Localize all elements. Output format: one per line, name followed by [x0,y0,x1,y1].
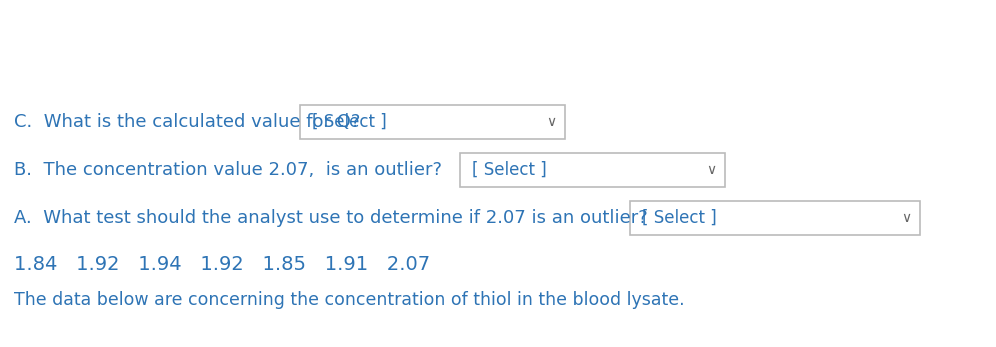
Text: B.  The concentration value 2.07,  is an outlier?: B. The concentration value 2.07, is an o… [14,161,442,179]
Text: [ Select ]: [ Select ] [472,161,547,179]
Text: ∨: ∨ [706,163,716,177]
FancyBboxPatch shape [460,153,725,187]
FancyBboxPatch shape [300,105,565,139]
Text: [ Select ]: [ Select ] [312,113,386,131]
Text: [ Select ]: [ Select ] [642,209,717,227]
Text: ∨: ∨ [901,211,911,225]
Text: A.  What test should the analyst use to determine if 2.07 is an outlier?: A. What test should the analyst use to d… [14,209,647,227]
Text: C.  What is the calculated value for Q?: C. What is the calculated value for Q? [14,113,361,131]
Text: 1.84   1.92   1.94   1.92   1.85   1.91   2.07: 1.84 1.92 1.94 1.92 1.85 1.91 2.07 [14,254,430,273]
Text: The data below are concerning the concentration of thiol in the blood lysate.: The data below are concerning the concen… [14,291,684,309]
Text: ∨: ∨ [546,115,556,129]
FancyBboxPatch shape [630,201,920,235]
